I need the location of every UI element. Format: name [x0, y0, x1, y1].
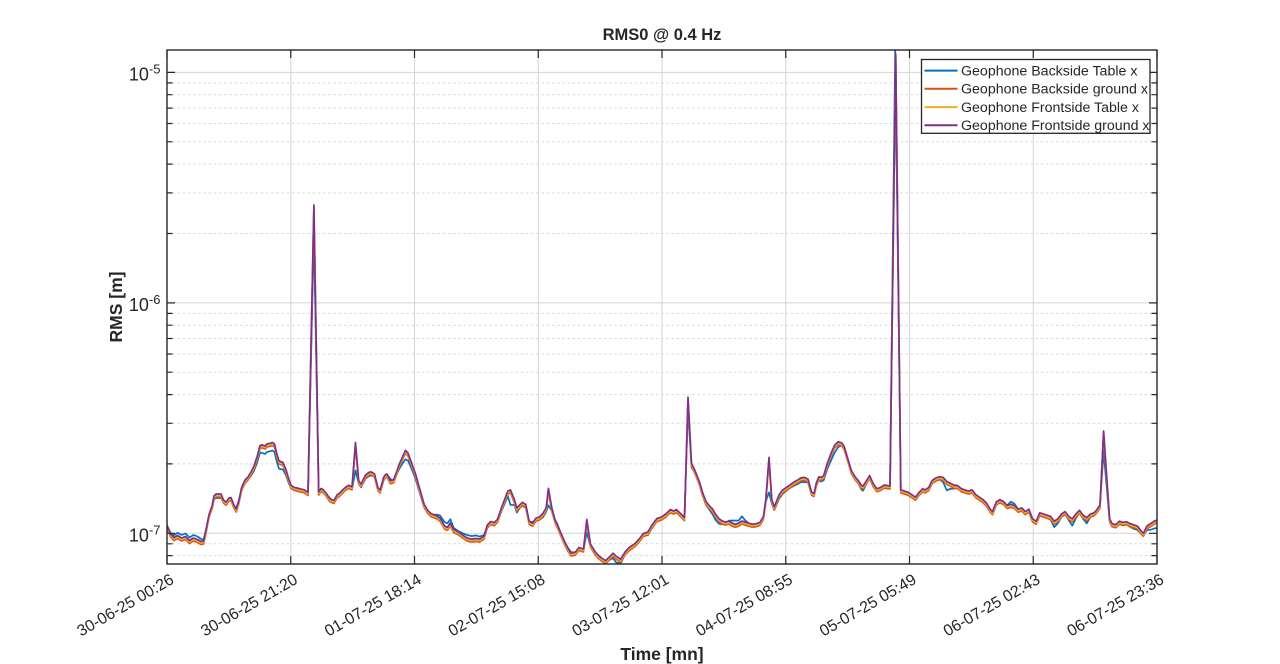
svg-text:Geophone Backside ground x: Geophone Backside ground x: [961, 82, 1148, 98]
svg-text:05-07-25 05:49: 05-07-25 05:49: [817, 571, 920, 640]
svg-text:Geophone Backside Table x: Geophone Backside Table x: [961, 63, 1137, 79]
svg-text:Time [mn]: Time [mn]: [620, 644, 703, 664]
svg-text:03-07-25 12:01: 03-07-25 12:01: [570, 571, 673, 640]
svg-text:30-06-25 21:20: 30-06-25 21:20: [198, 571, 301, 640]
svg-text:Geophone Frontside Table x: Geophone Frontside Table x: [961, 100, 1139, 116]
svg-text:RMS0 @ 0.4 Hz: RMS0 @ 0.4 Hz: [603, 26, 722, 44]
svg-text:RMS [m]: RMS [m]: [106, 272, 126, 343]
svg-text:10-6: 10-6: [129, 292, 161, 315]
svg-text:10-5: 10-5: [129, 62, 161, 85]
svg-text:04-07-25 08:55: 04-07-25 08:55: [693, 571, 796, 640]
svg-text:30-06-25 00:26: 30-06-25 00:26: [75, 571, 178, 640]
svg-text:Geophone Frontside ground x: Geophone Frontside ground x: [961, 118, 1150, 134]
svg-text:01-07-25 18:14: 01-07-25 18:14: [322, 571, 425, 640]
svg-text:06-07-25 02:43: 06-07-25 02:43: [941, 571, 1044, 640]
svg-text:10-7: 10-7: [129, 523, 161, 546]
svg-text:02-07-25 15:08: 02-07-25 15:08: [446, 571, 549, 640]
svg-text:06-07-25 23:36: 06-07-25 23:36: [1065, 571, 1168, 640]
